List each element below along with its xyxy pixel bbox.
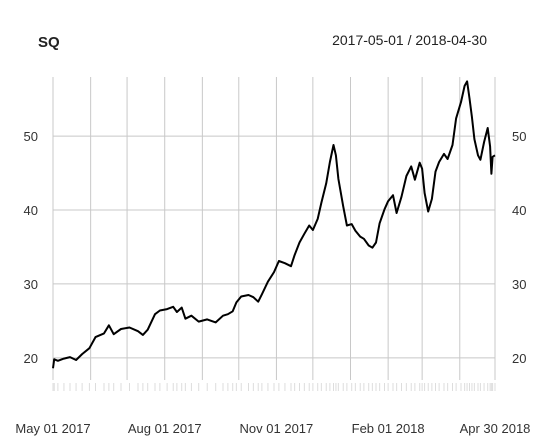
x-gridlines [52,77,496,380]
x-tick-label: Nov 01 2017 [240,421,314,436]
x-minor-ticks [52,383,496,391]
y-tick-label-right: 40 [512,203,526,218]
y-tick-label-right: 20 [512,351,526,366]
y-tick-label-left: 50 [24,129,38,144]
x-tick-label: May 01 2017 [15,421,90,436]
y-tick-label-right: 30 [512,277,526,292]
y-tick-labels-left: 20 30 40 50 [24,129,38,366]
x-tick-label: Aug 01 2017 [128,421,202,436]
y-tick-labels-right: 20 30 40 50 [512,129,526,366]
y-tick-label-left: 40 [24,203,38,218]
y-gridlines [53,135,495,359]
series-line [52,80,496,369]
y-tick-label-left: 20 [24,351,38,366]
x-tick-labels: May 01 2017 Aug 01 2017 Nov 01 2017 Feb 01 … [15,421,530,436]
x-tick-label: Feb 01 2018 [352,421,425,436]
y-tick-label-left: 30 [24,277,38,292]
chart-title: SQ [38,34,60,51]
date-range-label: 2017-05-01 / 2018-04-30 [332,32,487,48]
x-tick-label: Apr 30 2018 [460,421,531,436]
y-tick-label-right: 50 [512,129,526,144]
